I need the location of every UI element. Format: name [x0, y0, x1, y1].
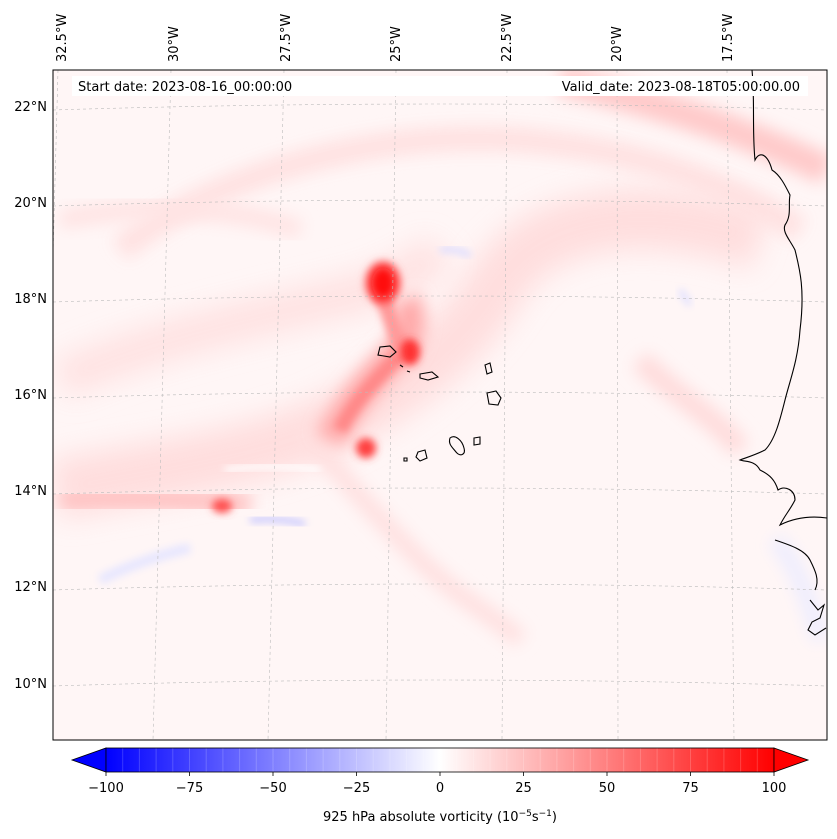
colorbar-tick-label: −25 [343, 781, 370, 796]
coastlines [377, 70, 827, 636]
colorbar-ticks: −100 −75 −50 −25 0 25 50 75 100 [88, 772, 786, 796]
colorbar-tick-label: −100 [88, 781, 124, 796]
vorticity-field [53, 70, 827, 647]
lon-label-20w: 20°W [610, 26, 625, 62]
lat-label-16n: 16°N [14, 388, 47, 403]
colorbar-label: 925 hPa absolute vorticity (10−5s−1) [323, 809, 557, 825]
colorbar-tick-label: 75 [682, 781, 699, 796]
map-frame [52, 69, 828, 741]
colorbar-min-extend [70, 747, 107, 773]
cape-verde-island [486, 390, 502, 406]
lon-label-17-5w: 17.5°W [721, 14, 736, 62]
colorbar-tick-label: 0 [436, 781, 444, 796]
lon-label-22-5w: 22.5°W [500, 14, 515, 62]
valid-date-label: Valid_date: 2023-08-18T05:00:00.00 [562, 80, 800, 95]
lon-label-27-5w: 27.5°W [279, 14, 294, 62]
lat-label-10n: 10°N [14, 677, 47, 692]
colorbar-gradient [106, 748, 774, 772]
lat-label-20n: 20°N [14, 196, 47, 211]
longitude-labels: 32.5°W 30°W 27.5°W 25°W 22.5°W 20°W 17.5… [55, 14, 736, 62]
africa-coast [738, 70, 827, 527]
lat-label-18n: 18°N [14, 292, 47, 307]
start-date-label: Start date: 2023-08-16_00:00:00 [78, 80, 292, 95]
lat-label-22n: 22°N [14, 100, 47, 115]
cape-verde-island [448, 436, 465, 456]
colorbar: −100 −75 −50 −25 0 25 50 75 100 925 hPa absolute… [70, 747, 810, 825]
cape-verde-island [377, 345, 397, 358]
cape-verde-island [403, 457, 408, 462]
latitude-labels: 22°N 20°N 18°N 16°N 14°N 12°N 10°N [14, 100, 47, 692]
colorbar-steps [122, 748, 758, 772]
lon-label-30w: 30°W [167, 26, 182, 62]
date-header-box [72, 76, 808, 96]
lat-label-14n: 14°N [14, 484, 47, 499]
colorbar-tick-label: −75 [176, 781, 203, 796]
cape-verde-island [419, 371, 440, 381]
colorbar-tick-label: 50 [599, 781, 616, 796]
colorbar-tick-label: −50 [259, 781, 286, 796]
cape-verde-island [415, 449, 428, 462]
lon-label-32-5w: 32.5°W [55, 14, 70, 62]
colorbar-max-extend [773, 747, 810, 773]
colorbar-tick-label: 25 [515, 781, 532, 796]
graticule [53, 70, 827, 740]
cape-verde-island [473, 436, 481, 446]
colorbar-tick-label: 100 [762, 781, 787, 796]
lat-label-12n: 12°N [14, 580, 47, 595]
lon-label-25w: 25°W [389, 26, 404, 62]
cape-verde-island [484, 362, 493, 375]
